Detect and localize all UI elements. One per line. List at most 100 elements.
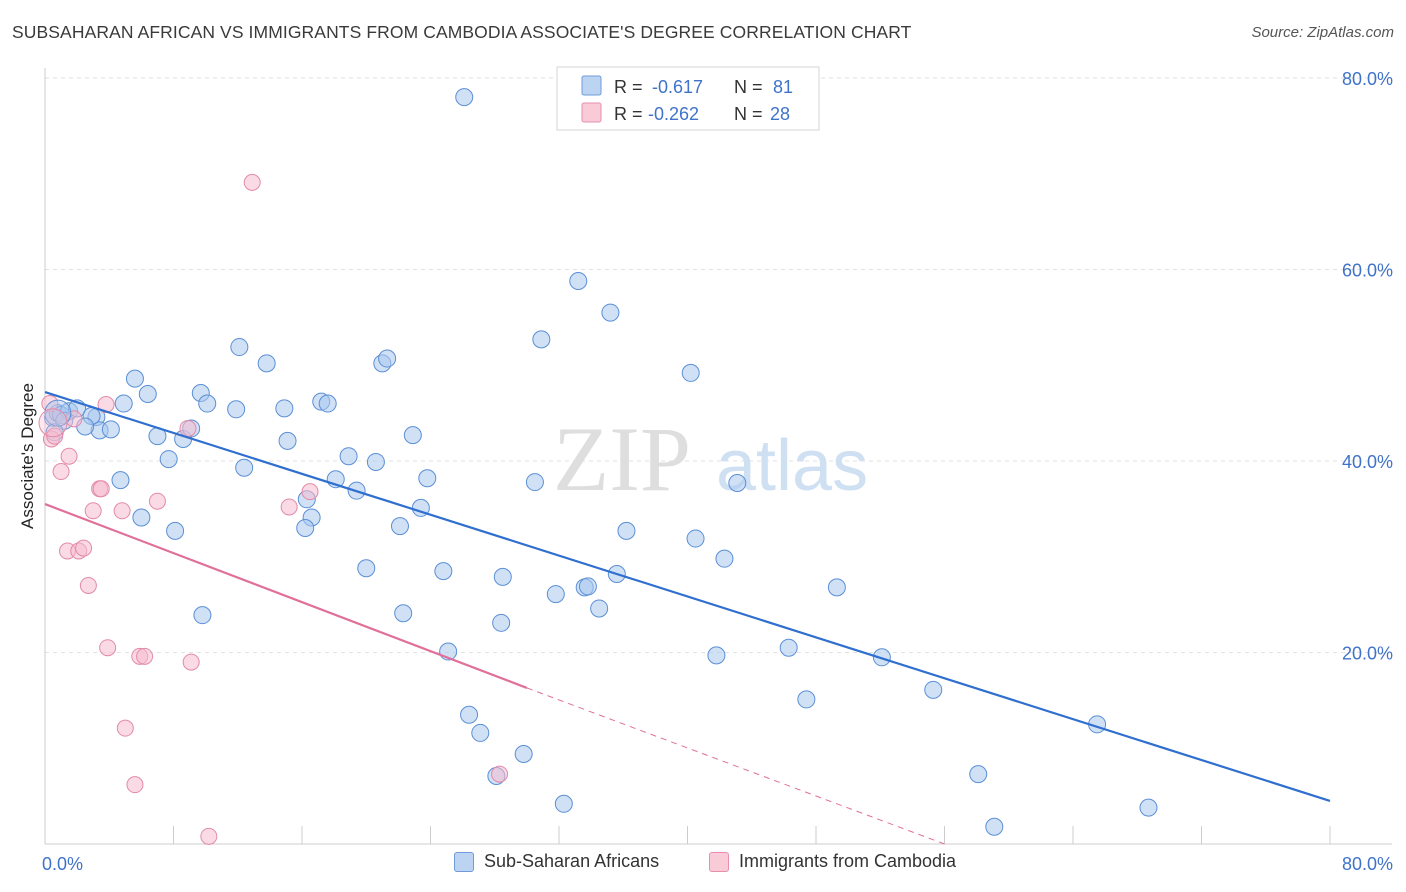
- y-tick-label: 20.0%: [1342, 644, 1393, 664]
- point-sub-saharan: [275, 399, 294, 418]
- legend-item-sub-saharan: Sub-Saharan Africans: [454, 851, 659, 872]
- point-sub-saharan: [460, 705, 479, 724]
- point-sub-saharan: [101, 420, 120, 439]
- point-sub-saharan: [114, 394, 133, 413]
- point-sub-saharan: [227, 400, 246, 419]
- point-sub-saharan: [1139, 798, 1158, 817]
- legend-r-label-pink: R =: [614, 104, 643, 124]
- point-cambodia: [243, 173, 261, 191]
- trend-lines: [44, 391, 1331, 845]
- point-cambodia: [280, 498, 298, 516]
- point-sub-saharan: [378, 349, 397, 368]
- point-sub-saharan: [166, 521, 185, 540]
- point-cambodia: [116, 719, 134, 737]
- legend-n-label-blue: N =: [734, 77, 763, 97]
- legend-n-label-pink: N =: [734, 104, 763, 124]
- trendline-sub-saharan: [44, 391, 1331, 802]
- point-sub-saharan: [493, 567, 512, 586]
- legend-swatch-pink: [581, 102, 602, 123]
- point-sub-saharan: [394, 604, 413, 623]
- point-cambodia: [84, 502, 102, 520]
- point-sub-saharan: [924, 680, 943, 699]
- point-sub-saharan: [235, 458, 254, 477]
- point-cambodia: [182, 653, 200, 671]
- point-sub-saharan-cluster: [44, 399, 72, 427]
- legend-r-label-blue: R =: [614, 77, 643, 97]
- point-sub-saharan: [257, 354, 276, 373]
- legend-n-value-pink: 28: [770, 104, 790, 124]
- point-sub-saharan: [403, 426, 422, 445]
- point-sub-saharan: [728, 474, 747, 493]
- point-sub-saharan: [601, 303, 620, 322]
- point-cambodia: [301, 483, 319, 501]
- point-cambodia: [491, 765, 509, 783]
- watermark-zip: ZIP: [553, 408, 691, 510]
- watermark-atlas: atlas: [716, 426, 868, 506]
- point-cambodia: [75, 539, 93, 557]
- point-sub-saharan: [686, 529, 705, 548]
- point-cambodia: [200, 827, 218, 845]
- point-sub-saharan: [230, 338, 249, 357]
- point-sub-saharan: [132, 508, 151, 527]
- point-cambodia: [79, 576, 97, 594]
- point-cambodia: [60, 447, 78, 465]
- point-sub-saharan: [569, 271, 588, 290]
- point-sub-saharan: [138, 384, 157, 403]
- point-sub-saharan: [715, 549, 734, 568]
- legend-item-cambodia: Immigrants from Cambodia: [709, 851, 956, 872]
- point-sub-saharan: [578, 577, 597, 596]
- point-cambodia: [126, 776, 144, 794]
- point-sub-saharan: [434, 562, 453, 581]
- point-cambodia: [92, 480, 110, 498]
- point-sub-saharan: [532, 330, 551, 349]
- y-tick-label: 60.0%: [1342, 261, 1393, 281]
- point-cambodia: [148, 492, 166, 510]
- legend-bottom-label-pink: Immigrants from Cambodia: [739, 851, 957, 871]
- watermark: ZIP atlas: [553, 408, 868, 510]
- source-credit: Source: ZipAtlas.com: [1251, 24, 1394, 41]
- x-tick-label-min: 0.0%: [42, 854, 83, 874]
- grid-lines: [45, 77, 1392, 653]
- point-sub-saharan: [797, 690, 816, 709]
- axes: 20.0% 40.0% 60.0% 80.0% 0.0% 80.0%: [42, 68, 1393, 874]
- point-cambodia: [99, 639, 117, 657]
- point-cambodia: [179, 419, 197, 437]
- x-tick-label-max: 80.0%: [1342, 854, 1393, 874]
- point-sub-saharan: [492, 613, 511, 632]
- point-cambodia: [46, 427, 64, 445]
- point-sub-saharan: [125, 369, 144, 388]
- point-sub-saharan: [278, 431, 297, 450]
- point-sub-saharan: [198, 394, 217, 413]
- legend-bottom-label-blue: Sub-Saharan Africans: [484, 851, 660, 871]
- y-tick-label: 80.0%: [1342, 69, 1393, 89]
- legend-r-value-pink: -0.262: [648, 104, 699, 124]
- point-sub-saharan: [357, 559, 376, 578]
- point-sub-saharan: [546, 585, 565, 604]
- trendline-cambodia-extension: [526, 687, 945, 845]
- legend-bottom-swatch-blue: [454, 851, 474, 872]
- trendline-cambodia: [44, 503, 528, 689]
- point-sub-saharan: [455, 88, 474, 107]
- point-cambodia: [113, 502, 131, 520]
- point-cambodia-cluster: [38, 408, 68, 438]
- point-sub-saharan: [969, 765, 988, 784]
- point-cambodia: [65, 410, 83, 428]
- point-sub-saharan: [111, 471, 130, 490]
- point-cambodia: [52, 463, 70, 481]
- legend-swatch-blue: [581, 75, 602, 96]
- point-sub-saharan: [193, 606, 212, 625]
- point-sub-saharan: [554, 794, 573, 813]
- legend-n-value-blue: 81: [773, 77, 793, 97]
- point-cambodia: [136, 647, 154, 665]
- chart-title: SUBSAHARAN AFRICAN VS IMMIGRANTS FROM CA…: [12, 22, 912, 42]
- point-sub-saharan: [779, 638, 798, 657]
- point-sub-saharan: [318, 394, 337, 413]
- point-sub-saharan: [617, 521, 636, 540]
- point-sub-saharan: [707, 646, 726, 665]
- point-sub-saharan: [985, 817, 1004, 836]
- point-sub-saharan: [514, 744, 533, 763]
- point-sub-saharan: [471, 723, 490, 742]
- point-sub-saharan: [366, 452, 385, 471]
- point-sub-saharan: [296, 519, 315, 538]
